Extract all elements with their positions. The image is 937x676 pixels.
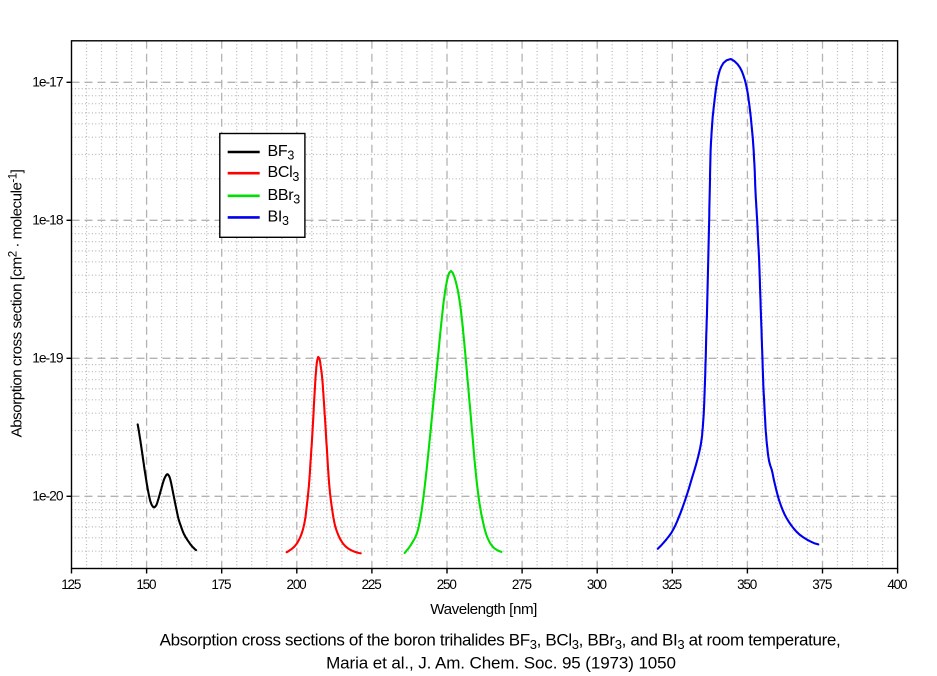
svg-text:275: 275 [512,577,532,592]
svg-text:200: 200 [287,577,307,592]
svg-text:1e-19: 1e-19 [32,350,64,365]
svg-text:Absorption cross section [cm2: Absorption cross section [cm2 · molecule… [7,169,25,437]
svg-text:BBr3: BBr3 [268,187,301,207]
svg-text:150: 150 [136,577,156,592]
svg-text:375: 375 [812,577,832,592]
svg-text:1e-20: 1e-20 [32,488,64,503]
svg-text:1e-17: 1e-17 [32,74,63,89]
svg-text:Absorption cross sections of t: Absorption cross sections of the boron t… [160,630,841,652]
svg-text:400: 400 [887,577,907,592]
svg-text:300: 300 [587,577,607,592]
svg-text:225: 225 [362,577,382,592]
svg-text:125: 125 [61,577,81,592]
svg-text:1e-18: 1e-18 [32,212,64,227]
svg-text:325: 325 [662,577,682,592]
svg-text:Maria et al., J. Am. Chem. Soc: Maria et al., J. Am. Chem. Soc. 95 (1973… [326,654,676,673]
svg-text:250: 250 [437,577,457,592]
svg-text:BI3: BI3 [268,208,290,228]
svg-text:Wavelength [nm]: Wavelength [nm] [430,601,537,618]
svg-text:350: 350 [737,577,757,592]
svg-text:BF3: BF3 [268,143,295,163]
svg-text:BCl3: BCl3 [268,164,300,184]
svg-text:175: 175 [211,577,231,592]
